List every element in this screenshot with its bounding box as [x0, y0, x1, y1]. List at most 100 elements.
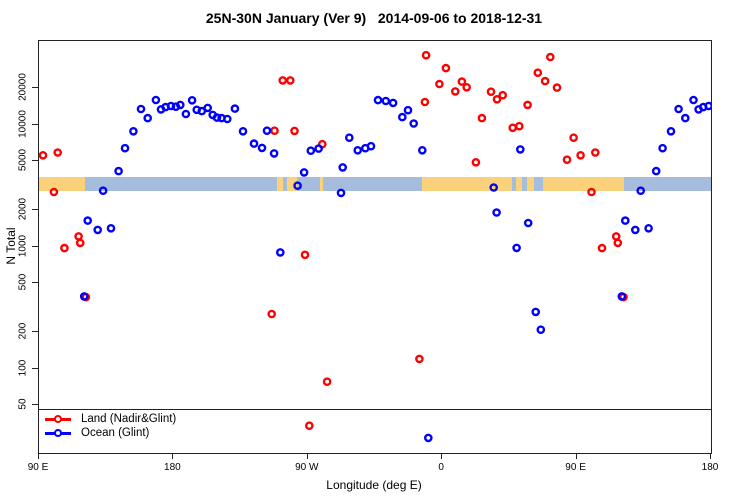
data-point-land [300, 250, 310, 260]
map-band-segment-land [543, 177, 624, 191]
y-tick-label: 5000 [17, 149, 29, 172]
data-point-land [508, 123, 518, 133]
map-band-segment-ocean [297, 177, 321, 191]
ocean-series-symbol-icon [45, 428, 71, 438]
plot-area: Land (Nadir&Glint) Ocean (Glint) [38, 40, 712, 454]
data-point-ocean [373, 95, 383, 105]
data-point-ocean [257, 143, 267, 153]
data-point-ocean [203, 103, 212, 113]
data-point-ocean [417, 146, 427, 155]
legend-item-land: Land (Nadir&Glint) [45, 412, 176, 426]
data-point-ocean [523, 218, 533, 228]
data-point-ocean [98, 186, 108, 195]
map-band-segment-land [422, 177, 512, 191]
data-point-ocean [269, 149, 279, 158]
data-point-ocean [175, 100, 185, 110]
data-point-land [322, 377, 332, 387]
data-point-ocean [249, 139, 259, 148]
data-point-land [270, 126, 279, 135]
data-point-land [569, 133, 578, 142]
data-point-land [462, 83, 472, 92]
map-band-segment-ocean [283, 177, 288, 191]
x-tick-label: 0 [438, 462, 444, 473]
map-band-segment-land [320, 177, 324, 191]
legend-label-land: Land (Nadir&Glint) [81, 413, 177, 425]
data-point-ocean [403, 105, 413, 115]
legend-item-ocean: Ocean (Glint) [45, 426, 176, 440]
data-point-ocean [658, 143, 667, 153]
data-point-ocean [636, 186, 646, 195]
data-point-ocean [129, 127, 138, 136]
map-band-segment-land [287, 177, 298, 191]
data-point-land [587, 187, 596, 197]
chart-title: 25N-30N January (Ver 9) 2014-09-06 to 20… [205, 10, 543, 26]
data-point-land [514, 121, 524, 131]
y-tick-label: 10000 [17, 109, 29, 138]
data-point-land [74, 232, 83, 241]
data-point-ocean [515, 145, 525, 154]
data-point-land [53, 148, 63, 157]
y-tick-mark [32, 330, 38, 332]
map-band-segment-ocean [534, 177, 543, 191]
map-band-segment-land [39, 177, 85, 191]
y-tick-label: 500 [17, 273, 29, 291]
data-point-ocean [79, 292, 89, 301]
map-band-segment-land [527, 177, 535, 191]
data-point-land [523, 100, 532, 110]
map-band-segment-ocean [623, 177, 711, 191]
data-point-ocean [704, 101, 711, 111]
y-tick-label: 100 [17, 359, 29, 376]
data-point-land [486, 87, 496, 97]
data-point-land [545, 52, 555, 62]
map-band-segment-ocean [323, 177, 423, 191]
data-point-ocean [366, 141, 376, 151]
land-series-symbol-icon [45, 414, 71, 424]
data-point-ocean [106, 223, 116, 233]
y-tick-label: 2000 [17, 197, 29, 220]
data-point-land [435, 79, 444, 89]
data-point-land [421, 50, 431, 60]
data-point-ocean [689, 95, 698, 105]
x-tick-mark [172, 453, 174, 459]
y-tick-mark [32, 160, 38, 162]
data-point-ocean [338, 163, 348, 172]
data-point-land [597, 243, 607, 253]
data-point-land [420, 97, 430, 107]
data-point-ocean [621, 216, 630, 225]
data-point-ocean [681, 113, 690, 123]
data-point-ocean [631, 225, 640, 235]
x-tick-mark [441, 453, 443, 459]
y-tick-label: 200 [17, 322, 29, 340]
y-tick-mark [32, 367, 38, 369]
y-tick-label: 20000 [17, 72, 29, 101]
data-point-ocean [336, 188, 346, 198]
data-point-ocean [120, 143, 130, 153]
data-point-land [49, 187, 59, 197]
data-point-ocean [93, 225, 103, 235]
data-point-land [278, 76, 287, 85]
data-point-land [611, 232, 621, 241]
x-tick-mark [306, 453, 308, 459]
data-point-land [576, 151, 585, 160]
data-point-land [450, 87, 460, 96]
data-point-ocean [344, 133, 354, 142]
x-axis-label: Longitude (deg E) [326, 478, 422, 492]
data-point-land [613, 238, 623, 248]
data-point-land [285, 76, 295, 85]
x-tick-mark [575, 453, 577, 459]
data-point-ocean [136, 104, 146, 114]
plot-svg [39, 50, 711, 443]
y-tick-mark [32, 123, 38, 125]
map-band-segment-ocean [511, 177, 516, 191]
data-point-ocean [187, 96, 197, 105]
data-point-ocean [381, 96, 391, 106]
data-point-land [552, 83, 562, 92]
y-tick-mark [32, 245, 38, 247]
data-point-land [492, 95, 502, 104]
legend: Land (Nadir&Glint) Ocean (Glint) [45, 412, 176, 440]
data-point-ocean [181, 109, 191, 119]
data-point-ocean [262, 126, 272, 135]
data-point-land [591, 148, 600, 157]
data-point-land [533, 68, 543, 78]
